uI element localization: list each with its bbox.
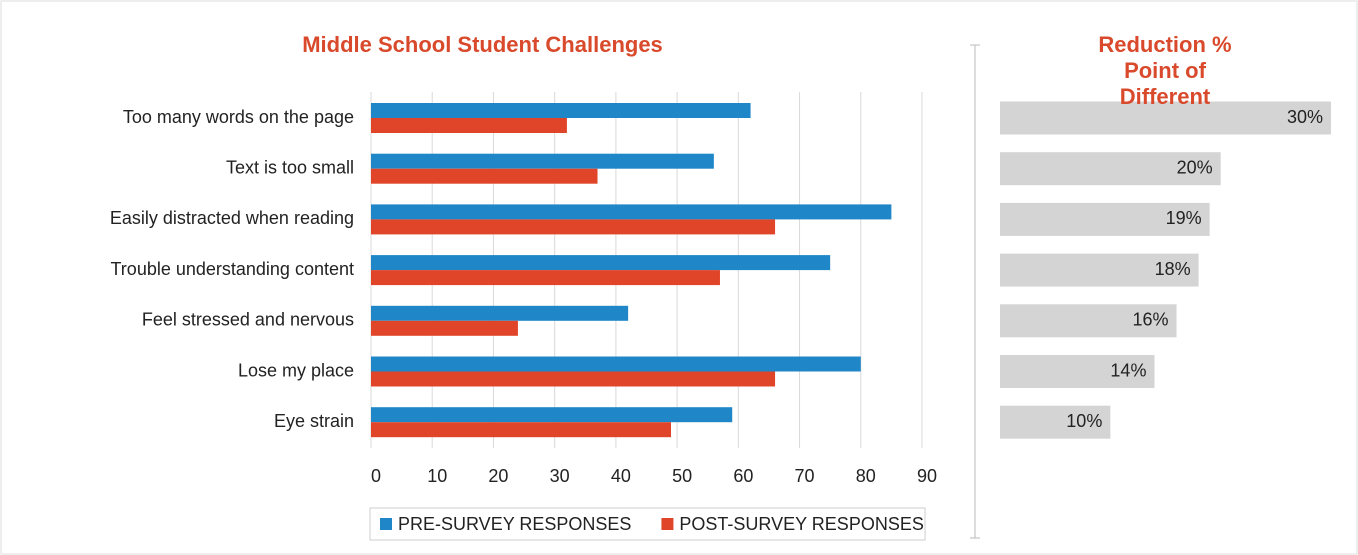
x-tick-label: 50	[672, 466, 692, 486]
bar	[1000, 405, 1111, 439]
chart-title: Middle School Student Challenges	[302, 32, 663, 57]
legend-label: PRE-SURVEY RESPONSES	[398, 514, 631, 534]
legend-swatch	[380, 518, 392, 530]
bar	[371, 255, 831, 271]
chart-title: Reduction % Point of Different	[1098, 32, 1232, 109]
bar	[371, 168, 598, 184]
data-label: 20%	[1177, 157, 1213, 177]
bar	[1000, 202, 1210, 236]
data-label: 18%	[1155, 259, 1191, 279]
y-tick-label: Trouble understanding content	[110, 259, 354, 279]
x-tick-label: 90	[917, 466, 937, 486]
bar	[371, 422, 671, 438]
x-tick-label: 10	[427, 466, 447, 486]
bar	[371, 305, 629, 321]
bar	[1000, 304, 1177, 338]
bar	[1000, 355, 1155, 388]
bar	[371, 219, 776, 235]
y-tick-label: Lose my place	[238, 360, 354, 380]
x-tick-label: 30	[550, 466, 570, 486]
x-tick-label: 80	[856, 466, 876, 486]
data-label: 14%	[1110, 360, 1146, 380]
x-tick-label: 70	[795, 466, 815, 486]
y-tick-label: Feel stressed and nervous	[142, 310, 354, 330]
x-tick-label: 60	[733, 466, 753, 486]
legend-label: POST-SURVEY RESPONSES	[679, 514, 923, 534]
legend-swatch	[661, 518, 674, 530]
y-tick-label: Too many words on the page	[123, 107, 354, 127]
bar	[371, 118, 567, 133]
bar	[1000, 152, 1221, 186]
bar	[1000, 253, 1199, 287]
data-label: 30%	[1287, 107, 1323, 127]
legend-box	[369, 507, 926, 541]
x-tick-label: 20	[488, 466, 508, 486]
bar	[371, 407, 733, 423]
y-tick-label: Easily distracted when reading	[110, 208, 354, 228]
bar	[371, 270, 720, 286]
x-tick-label: 40	[611, 466, 631, 486]
bar	[371, 356, 861, 372]
bar	[371, 103, 751, 118]
bar	[371, 153, 714, 169]
data-label: 19%	[1166, 208, 1202, 228]
x-tick-label: 0	[371, 466, 381, 486]
bar	[371, 204, 892, 220]
bar	[371, 371, 776, 387]
y-tick-label: Text is too small	[226, 157, 354, 177]
data-label: 10%	[1066, 411, 1102, 431]
bar	[371, 320, 518, 336]
bar	[1000, 101, 1331, 135]
y-tick-label: Eye strain	[274, 411, 354, 431]
data-label: 16%	[1133, 310, 1169, 330]
